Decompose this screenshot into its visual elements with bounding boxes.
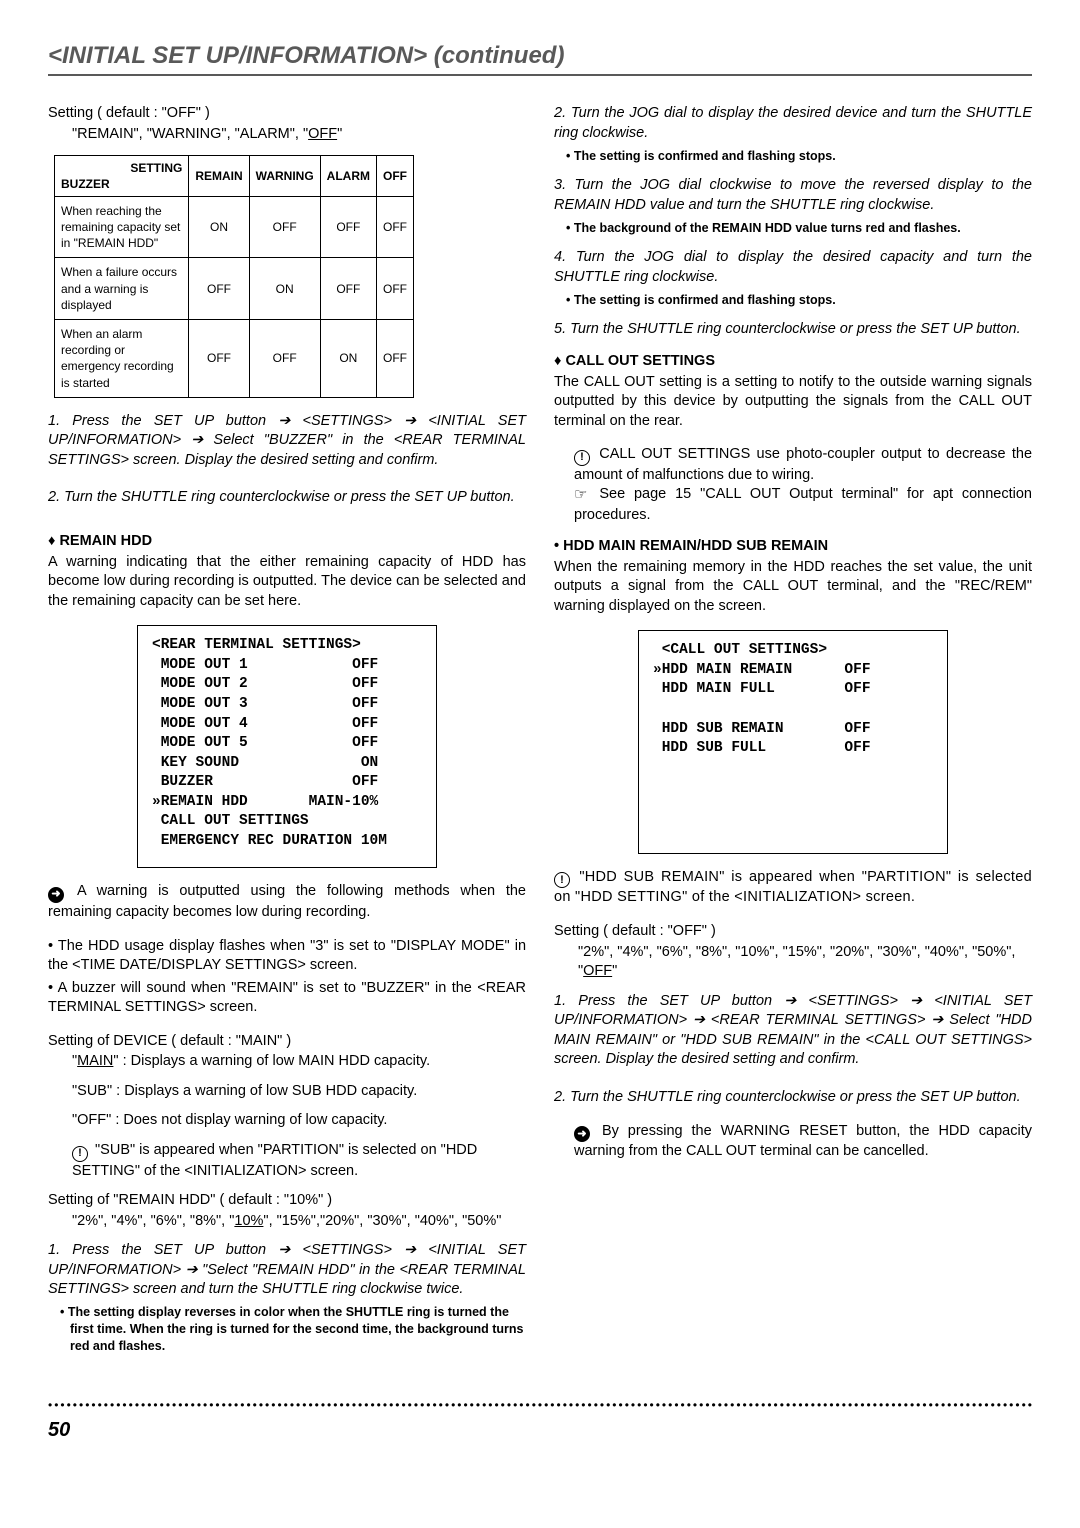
step-2-note: The setting is confirmed and flashing st…: [554, 148, 1032, 165]
table-row: When an alarm recording or emergency rec…: [55, 320, 414, 398]
exclamation-icon: !: [72, 1146, 88, 1162]
step-1: 1. Press the SET UP button ➔ <SETTINGS> …: [48, 412, 526, 471]
step-4-note: The setting is confirmed and flashing st…: [554, 292, 1032, 309]
separator-dots: ••••••••••••••••••••••••••••••••••••••••…: [48, 1397, 1032, 1411]
right-setting-label: Setting ( default : "OFF" ): [554, 922, 1032, 942]
remain-hdd-heading: REMAIN HDD: [48, 532, 526, 552]
remain-hdd-setting-label: Setting of "REMAIN HDD" ( default : "10%…: [48, 1191, 526, 1211]
call-out-settings-heading: CALL OUT SETTINGS: [554, 352, 1032, 372]
warning-methods-note: ➜ A warning is outputted using the follo…: [48, 882, 526, 922]
table-row: When a failure occurs and a warning is d…: [55, 258, 414, 320]
step-4: 4. Turn the JOG dial to display the desi…: [554, 248, 1032, 287]
table-header-setting: SETTING: [61, 160, 182, 176]
col-off: OFF: [377, 155, 414, 196]
warning-reset-note: ➜ By pressing the WARNING RESET button, …: [554, 1122, 1032, 1162]
step-3: 3. Turn the JOG dial clockwise to move t…: [554, 176, 1032, 215]
page-title: <INITIAL SET UP/INFORMATION> (continued): [48, 40, 1032, 76]
step-2: 2. Turn the SHUTTLE ring counterclockwis…: [48, 488, 526, 508]
buzzer-setting-table: SETTING BUZZER REMAIN WARNING ALARM OFF …: [54, 155, 414, 398]
remain-hdd-setting-values: "2%", "4%", "6%", "8%", "10%", "15%","20…: [48, 1212, 526, 1232]
call-out-paragraph: The CALL OUT setting is a setting to not…: [554, 373, 1032, 432]
device-main-option: "MAIN" : Displays a warning of low MAIN …: [48, 1052, 526, 1072]
arrow-right-icon: ➜: [48, 887, 64, 903]
call-out-notes: ! CALL OUT SETTINGS use photo-coupler ou…: [554, 445, 1032, 525]
bullet-display-mode: The HDD usage display flashes when "3" i…: [48, 937, 526, 976]
remain-step-1: 1. Press the SET UP button ➔ <SETTINGS> …: [48, 1241, 526, 1300]
device-partition-note: ! "SUB" is appeared when "PARTITION" is …: [48, 1141, 526, 1181]
hdd-remain-paragraph: When the remaining memory in the HDD rea…: [554, 558, 1032, 617]
col-warning: WARNING: [249, 155, 320, 196]
call-out-settings-screen: <CALL OUT SETTINGS> »HDD MAIN REMAIN OFF…: [638, 630, 948, 854]
left-column: Setting ( default : "OFF" ) "REMAIN", "W…: [48, 104, 526, 1366]
step-2-right: 2. Turn the JOG dial to display the desi…: [554, 104, 1032, 143]
device-setting-label: Setting of DEVICE ( default : "MAIN" ): [48, 1032, 526, 1052]
rear-terminal-settings-screen: <REAR TERMINAL SETTINGS> MODE OUT 1 OFF …: [137, 625, 437, 868]
step-5: 5. Turn the SHUTTLE ring counterclockwis…: [554, 320, 1032, 340]
table-row: When reaching the remaining capacity set…: [55, 196, 414, 258]
setting-label: Setting ( default : "OFF" ): [48, 104, 526, 124]
hand-pointing-icon: ☞: [574, 486, 587, 503]
remain-hdd-paragraph: A warning indicating that the either rem…: [48, 553, 526, 612]
hdd-remain-heading: HDD MAIN REMAIN/HDD SUB REMAIN: [554, 537, 1032, 557]
step-3-note: The background of the REMAIN HDD value t…: [554, 220, 1032, 237]
right-setting-values: "2%", "4%", "6%", "8%", "10%", "15%", "2…: [554, 943, 1032, 982]
arrow-right-icon: ➜: [574, 1126, 590, 1142]
setting-default-underline: OFF: [308, 126, 337, 142]
callout-note-1: ! CALL OUT SETTINGS use photo-coupler ou…: [574, 445, 1032, 485]
exclamation-icon: !: [574, 450, 590, 466]
remain-step-1-note: The setting display reverses in color wh…: [48, 1304, 526, 1355]
exclamation-icon: !: [554, 872, 570, 888]
hdd-sub-remain-note: ! "HDD SUB REMAIN" is appeared when "PAR…: [554, 868, 1032, 908]
page-number: 50: [48, 1417, 1032, 1444]
right-column: 2. Turn the JOG dial to display the desi…: [554, 104, 1032, 1366]
bullet-buzzer: A buzzer will sound when "REMAIN" is set…: [48, 979, 526, 1018]
two-column-layout: Setting ( default : "OFF" ) "REMAIN", "W…: [48, 104, 1032, 1366]
callout-note-2: ☞ See page 15 "CALL OUT Output terminal"…: [574, 485, 1032, 525]
table-header-buzzer: BUZZER: [61, 176, 182, 192]
device-off-option: "OFF" : Does not display warning of low …: [48, 1111, 526, 1131]
hdd-step-2: 2. Turn the SHUTTLE ring counterclockwis…: [554, 1088, 1032, 1108]
col-remain: REMAIN: [189, 155, 249, 196]
hdd-step-1: 1. Press the SET UP button ➔ <SETTINGS> …: [554, 992, 1032, 1070]
col-alarm: ALARM: [320, 155, 376, 196]
setting-values: "REMAIN", "WARNING", "ALARM", "OFF": [48, 125, 526, 145]
device-sub-option: "SUB" : Displays a warning of low SUB HD…: [48, 1082, 526, 1102]
